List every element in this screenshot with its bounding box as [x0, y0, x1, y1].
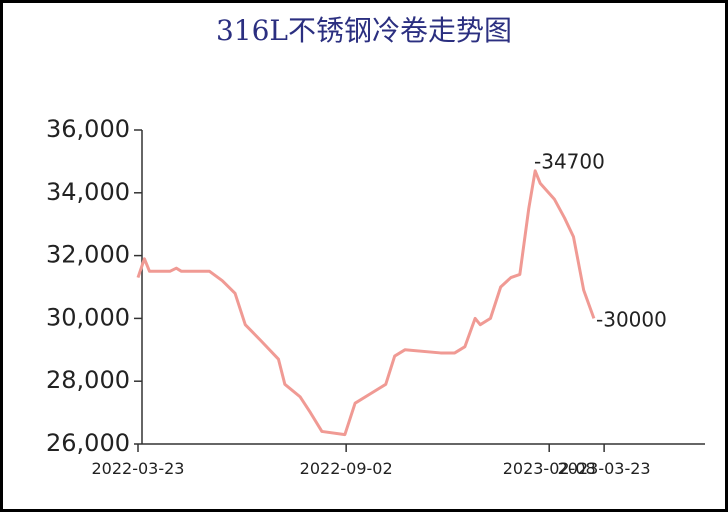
annotation: -30000	[596, 308, 667, 332]
x-tick-label: 2023-03-23	[558, 459, 651, 478]
y-tick-label: 28,000	[46, 366, 130, 394]
line	[136, 169, 596, 437]
x-tick-label: 2022-03-23	[92, 459, 185, 478]
x-tick-label: 2022-09-02	[300, 459, 393, 478]
y-tick-label: 32,000	[46, 241, 130, 269]
chart-title: 316L不锈钢冷卷走势图	[216, 14, 512, 47]
annotation: -34700	[534, 150, 605, 174]
x-tick-label: 2023-02-08	[503, 459, 596, 478]
y-tick-label: 30,000	[46, 303, 130, 331]
y-tick-label: 34,000	[46, 178, 130, 206]
y-tick-label: 36,000	[46, 115, 130, 143]
y-tick-label: 26,000	[46, 429, 130, 457]
